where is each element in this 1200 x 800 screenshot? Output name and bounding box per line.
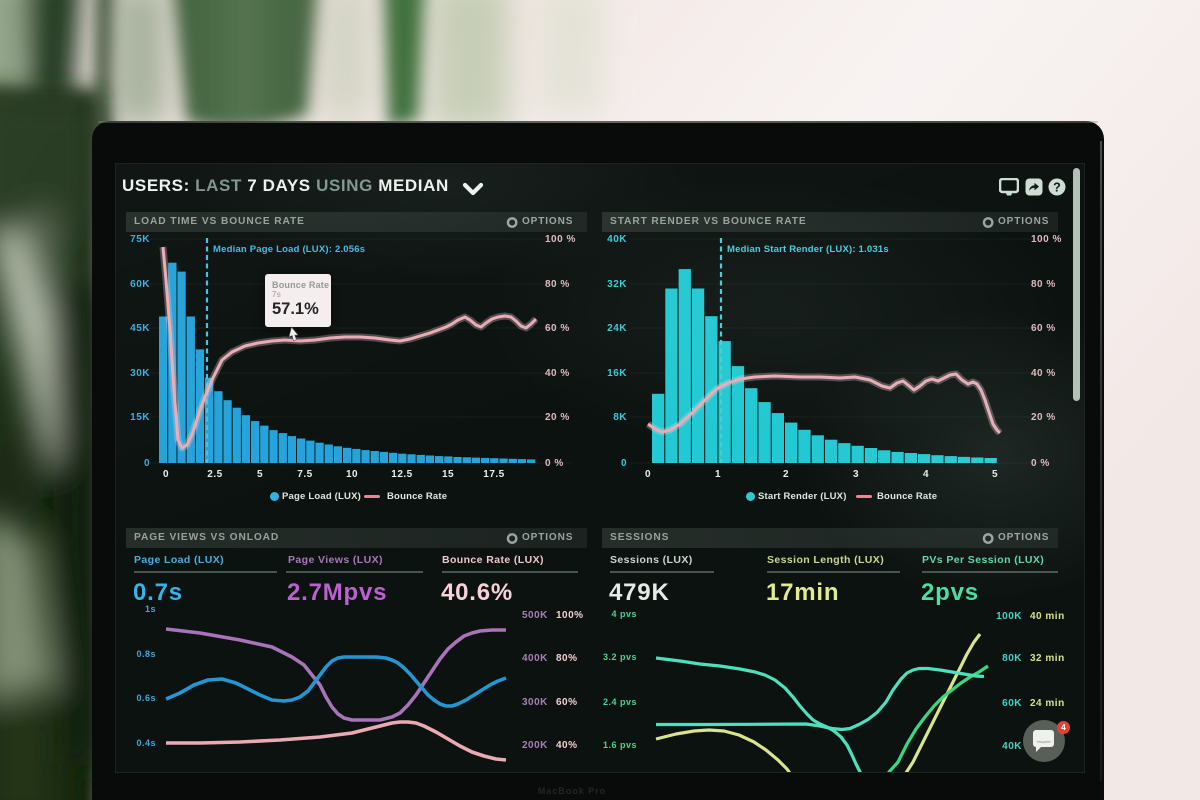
- svg-text:?: ?: [1053, 180, 1061, 194]
